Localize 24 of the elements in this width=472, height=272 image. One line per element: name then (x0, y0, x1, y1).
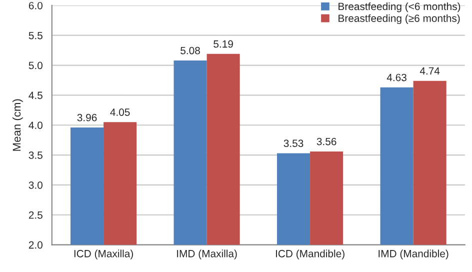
data-label: 4.05 (110, 108, 130, 116)
y-tick-label: 3.0 (28, 181, 42, 189)
legend-label: Breastfeeding (≥6 months) (338, 14, 460, 24)
y-tick-label: 3.5 (28, 152, 42, 159)
data-label: 3.53 (284, 140, 304, 148)
x-tick-label: IMD (Mandible) (378, 250, 448, 260)
data-label: 5.19 (214, 40, 233, 48)
data-label: 3.56 (316, 138, 336, 146)
x-tick-label: ICD (Maxilla) (74, 250, 133, 260)
data-label: 4.74 (420, 67, 440, 75)
data-label: 3.96 (77, 114, 97, 122)
data-label: 4.63 (386, 74, 406, 82)
y-tick-label: 5.0 (28, 62, 42, 70)
x-tick-label: ICD (Mandible) (276, 250, 344, 260)
y-tick-label: 4.0 (28, 122, 42, 129)
y-tick-label: 6.0 (28, 2, 42, 10)
y-tick-label: 2.0 (28, 241, 42, 249)
y-tick-label: 2.5 (28, 211, 42, 219)
x-tick-label: IMD (Maxilla) (177, 250, 237, 260)
data-label: 5.08 (180, 46, 200, 54)
y-axis-title: Mean (cm) (12, 99, 23, 151)
y-tick-label: 4.5 (28, 92, 42, 100)
legend-label: Breastfeeding (<6 months) (338, 2, 460, 12)
y-tick-label: 5.5 (28, 32, 42, 40)
